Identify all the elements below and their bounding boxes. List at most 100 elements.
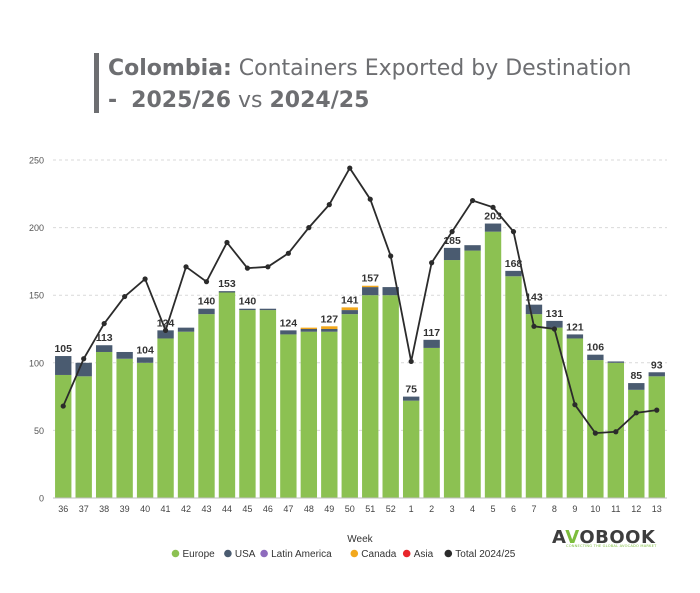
legend-label: Canada [361,549,396,560]
x-tick-label: 51 [365,504,375,514]
bar-europe-week-43 [198,314,215,498]
total-2024-25-line [62,166,657,435]
x-tick-label: 41 [161,504,171,514]
y-tick-label: 50 [34,426,44,436]
bar-europe-week-42 [177,331,195,498]
bar-usa-week-51 [362,287,379,296]
bar-europe-week-52 [382,295,399,498]
data-label-week-44: 153 [218,278,236,290]
line-point-week-40 [142,276,148,282]
chart-title-line-1: Colombia: Containers Exported by Destina… [108,56,631,81]
bar-europe-week-2 [423,347,440,498]
bar-usa-week-37 [75,362,92,377]
bar-usa-week-6 [505,270,522,277]
line-point-week-39 [122,293,128,300]
bar-europe-week-3 [443,260,461,498]
bar-europe-week-48 [300,331,318,498]
x-tick-label: 6 [511,504,516,514]
bar-usa-week-52 [382,287,399,296]
bar-usa-week-41 [157,330,174,339]
line-point-week-10 [592,430,598,436]
line-point-week-9 [572,402,578,408]
bar-europe-week-10 [587,360,604,498]
bar-europe-week-12 [628,389,645,498]
data-label-week-50: 141 [341,294,359,306]
line-point-week-44 [224,239,230,246]
title-vs: vs [231,88,270,113]
bar-europe-week-37 [75,376,92,498]
data-label-week-1: 75 [405,384,417,396]
x-tick-label: 47 [283,504,293,514]
legend: Europe USA Latin America Canada Asia Total 20… [171,549,516,560]
x-tick-label: 46 [263,504,273,514]
bar-usa-week-45 [239,308,256,311]
bar-europe-week-13 [648,376,665,498]
data-label-week-36: 105 [54,343,72,355]
bar-europe-week-1 [402,400,420,498]
line-point-week-7 [531,323,537,329]
data-label-week-43: 140 [198,296,216,308]
chart-title-line-2: - 2025/26 vs 2024/25 [108,88,369,113]
x-tick-label: 10 [590,504,600,514]
bar-europe-week-36 [55,374,72,498]
line-point-week-42 [183,264,189,270]
x-tick-label: 45 [242,504,252,514]
data-label-week-41: 124 [157,317,175,329]
x-axis-label: Week [347,534,373,545]
legend-swatch [171,549,180,558]
bar-usa-week-43 [198,308,215,315]
legend-swatch [224,549,232,558]
stacked-bars [55,223,665,498]
bar-europe-week-38 [95,351,113,498]
bar-usa-week-38 [95,345,113,352]
bar-europe-week-8 [546,327,563,498]
line-point-week-46 [265,264,271,270]
data-label-week-6: 168 [505,258,523,270]
line-point-week-12 [633,410,639,416]
bar-europe-week-6 [505,276,522,498]
line-point-week-4 [469,197,476,204]
bar-europe-week-39 [116,358,133,498]
line-point-week-51 [367,196,373,202]
x-tick-label: 42 [181,504,191,514]
legend-label: Latin America [271,549,332,560]
bar-usa-week-7 [525,304,543,315]
grid-lines [53,159,667,431]
data-label-week-3: 185 [443,235,461,247]
bar-canada-week-49 [321,326,338,329]
bar-europe-week-41 [157,338,174,498]
bar-europe-week-50 [341,314,358,498]
x-tick-label: 3 [450,504,455,514]
legend-swatch [260,549,268,558]
x-tick-label: 9 [572,504,577,514]
line-point-week-2 [429,260,435,266]
line-point-week-50 [347,165,353,171]
bar-europe-week-7 [525,314,543,498]
bar-usa-week-49 [321,329,338,332]
legend-item-canada: Canada [350,549,397,560]
data-label-week-40: 104 [136,344,154,356]
bar-europe-week-40 [136,362,154,498]
line-point-week-38 [101,320,107,327]
legend-item-usa: USA [224,549,256,560]
line-point-week-11 [613,429,619,435]
data-label-week-51: 157 [361,273,379,285]
x-tick-label: 49 [324,504,334,514]
legend-item-asia: Asia [402,549,434,560]
bar-usa-week-46 [259,308,277,311]
data-label-week-8: 131 [546,308,564,320]
line-point-week-52 [388,253,394,259]
bar-usa-week-10 [587,354,604,361]
line-point-week-6 [510,229,517,235]
line-point-week-1 [408,358,414,365]
bar-usa-week-36 [55,356,72,375]
y-tick-label: 250 [29,156,44,166]
x-tick-label: 2 [429,504,434,514]
bar-canada-week-48 [300,327,318,329]
title-season-current: 2025/26 [131,88,232,113]
bar-usa-week-48 [300,329,318,332]
x-tick-label: 12 [631,504,641,514]
bar-europe-week-5 [484,231,502,498]
